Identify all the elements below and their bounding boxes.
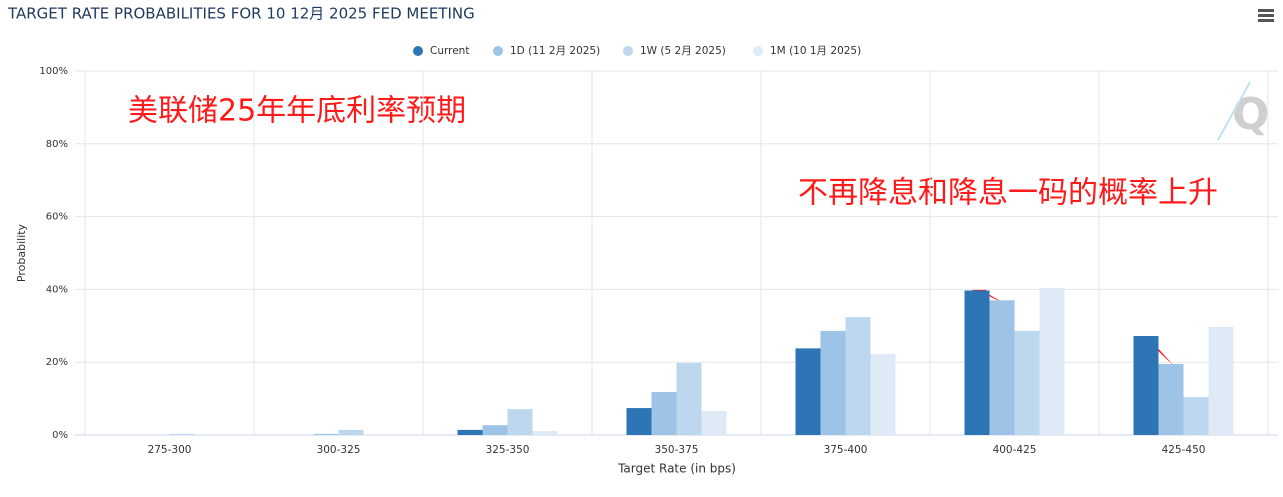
- bar: [626, 408, 652, 435]
- y-axis-label: Probability: [15, 223, 28, 282]
- bar: [795, 348, 821, 435]
- bar: [1183, 397, 1209, 435]
- bar: [1158, 364, 1184, 435]
- x-tick-label: 275-300: [148, 444, 192, 456]
- y-tick-label: 80%: [46, 139, 68, 150]
- annotation: 美联储25年年底利率预期: [128, 94, 466, 129]
- legend-marker: [493, 46, 503, 56]
- bar: [457, 429, 483, 435]
- x-tick-label: 325-350: [486, 444, 530, 456]
- bar: [532, 430, 558, 435]
- bar: [482, 425, 508, 435]
- y-tick-label: 20%: [46, 357, 68, 368]
- bar: [820, 330, 846, 435]
- bar: [507, 409, 533, 435]
- legend-label: 1M (10 1月 2025): [770, 45, 861, 57]
- bar: [1208, 326, 1234, 435]
- bar: [313, 433, 339, 435]
- bar: [964, 290, 990, 435]
- bar: [169, 433, 195, 435]
- legend-marker: [623, 46, 633, 56]
- bar: [870, 353, 896, 435]
- svg-text:Q: Q: [1232, 89, 1269, 140]
- legend-label: 1D (11 2月 2025): [510, 45, 600, 57]
- bar: [845, 317, 871, 435]
- x-axis-label: Target Rate (in bps): [617, 462, 736, 476]
- menu-button[interactable]: [1258, 9, 1274, 22]
- x-tick-label: 350-375: [655, 444, 699, 456]
- watermark: Q: [1217, 81, 1269, 141]
- bar: [701, 410, 727, 435]
- annotation: 不再降息和降息一码的概率上升: [798, 176, 1218, 211]
- chart-title: TARGET RATE PROBABILITIES FOR 10 12月 202…: [7, 5, 475, 23]
- bar: [1133, 335, 1159, 435]
- legend-label: 1W (5 2月 2025): [640, 45, 726, 57]
- bar: [989, 300, 1015, 435]
- legend-marker: [753, 46, 763, 56]
- x-tick-label: 400-425: [993, 444, 1037, 456]
- legend-label: Current: [430, 45, 469, 57]
- x-tick-label: 375-400: [824, 444, 868, 456]
- y-tick-label: 40%: [46, 284, 68, 295]
- bar: [1039, 287, 1065, 435]
- x-tick-label: 300-325: [317, 444, 361, 456]
- y-tick-label: 0%: [52, 430, 68, 441]
- bar: [676, 362, 702, 435]
- y-tick-label: 100%: [39, 66, 68, 77]
- y-tick-label: 60%: [46, 212, 68, 223]
- bar: [651, 392, 677, 435]
- x-tick-label: 425-450: [1162, 444, 1206, 456]
- bar: [338, 429, 364, 435]
- legend-marker: [413, 46, 423, 56]
- bar: [1014, 330, 1040, 435]
